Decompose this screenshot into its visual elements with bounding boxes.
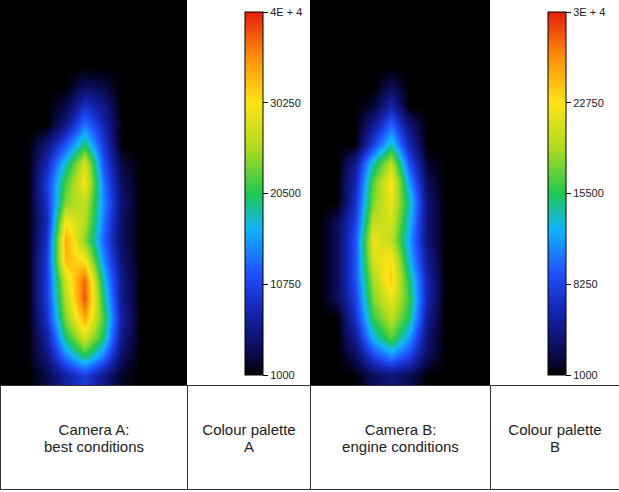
- svg-text:1000: 1000: [573, 369, 597, 381]
- svg-text:1000: 1000: [270, 369, 294, 381]
- html-text:Colour palette B: Colour palette B: [508, 420, 602, 455]
- svg-text:30250: 30250: [270, 97, 301, 109]
- html-text:Camera B: engine conditions: Camera B: engine conditions: [342, 420, 459, 455]
- svg-text:10750: 10750: [270, 278, 301, 290]
- svg-text:20500: 20500: [270, 187, 301, 199]
- html-text:Colour palette A: Colour palette A: [202, 420, 296, 455]
- svg-text:4E + 4: 4E + 4: [270, 6, 302, 18]
- svg-text:22750: 22750: [573, 97, 604, 109]
- svg-text:8250: 8250: [573, 278, 597, 290]
- svg-text:3E + 4: 3E + 4: [573, 6, 605, 18]
- html-text:Camera A: best conditions: Camera A: best conditions: [44, 420, 144, 455]
- svg-text:15500: 15500: [573, 187, 604, 199]
